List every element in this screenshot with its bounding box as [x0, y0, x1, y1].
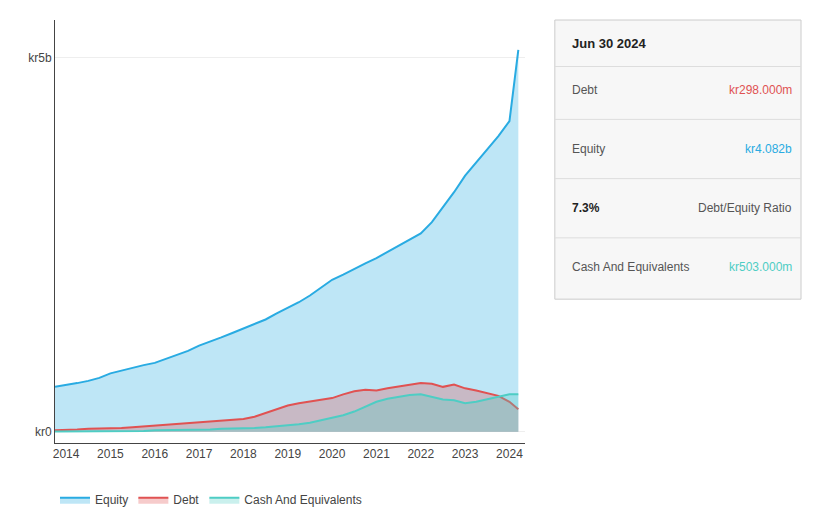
svg-text:2020: 2020: [319, 447, 346, 461]
svg-text:kr298.000m: kr298.000m: [729, 83, 792, 97]
svg-text:kr0: kr0: [35, 425, 52, 439]
svg-text:kr5b: kr5b: [28, 51, 52, 65]
svg-text:2015: 2015: [97, 447, 124, 461]
svg-text:7.3%: 7.3%: [572, 201, 600, 215]
svg-text:Cash And Equivalents: Cash And Equivalents: [244, 493, 361, 507]
svg-text:2024: 2024: [496, 447, 523, 461]
svg-text:2016: 2016: [141, 447, 168, 461]
svg-text:2022: 2022: [407, 447, 434, 461]
svg-text:kr503.000m: kr503.000m: [729, 260, 792, 274]
svg-text:2021: 2021: [363, 447, 390, 461]
svg-text:Equity: Equity: [95, 493, 128, 507]
svg-text:Jun 30 2024: Jun 30 2024: [572, 36, 646, 51]
svg-text:2018: 2018: [230, 447, 257, 461]
svg-text:2014: 2014: [53, 447, 80, 461]
svg-text:Debt: Debt: [572, 83, 598, 97]
svg-text:kr4.082b: kr4.082b: [745, 142, 792, 156]
svg-text:2019: 2019: [274, 447, 301, 461]
svg-text:2023: 2023: [452, 447, 479, 461]
svg-text:Equity: Equity: [572, 142, 605, 156]
svg-text:Debt/Equity Ratio: Debt/Equity Ratio: [698, 201, 792, 215]
svg-text:Cash And Equivalents: Cash And Equivalents: [572, 260, 689, 274]
svg-text:Debt: Debt: [173, 493, 199, 507]
svg-text:2017: 2017: [186, 447, 213, 461]
